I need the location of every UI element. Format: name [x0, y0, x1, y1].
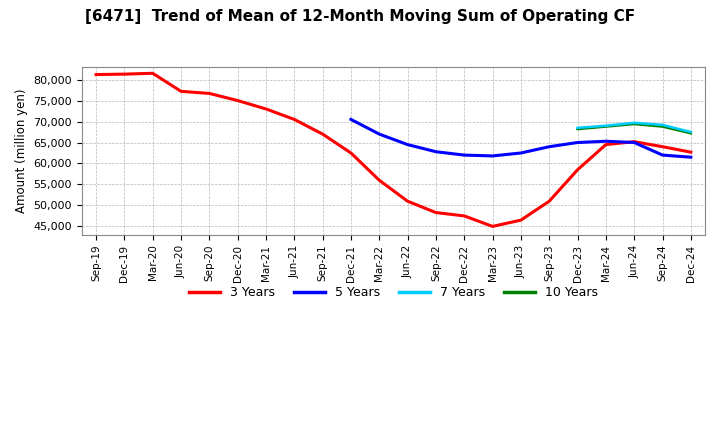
- 5 Years: [545, 144, 554, 149]
- 3 Years: [346, 150, 355, 156]
- 3 Years: [630, 139, 639, 144]
- Line: 5 Years: 5 Years: [351, 119, 690, 157]
- 5 Years: [403, 142, 412, 147]
- 5 Years: [375, 132, 384, 137]
- 5 Years: [488, 153, 497, 158]
- 10 Years: [573, 126, 582, 132]
- 3 Years: [403, 198, 412, 204]
- 5 Years: [630, 140, 639, 145]
- Text: [6471]  Trend of Mean of 12-Month Moving Sum of Operating CF: [6471] Trend of Mean of 12-Month Moving …: [85, 9, 635, 24]
- 10 Years: [686, 131, 695, 136]
- 3 Years: [545, 198, 554, 204]
- 3 Years: [318, 132, 327, 137]
- 5 Years: [516, 150, 525, 156]
- 7 Years: [686, 129, 695, 135]
- 3 Years: [431, 210, 440, 215]
- 3 Years: [120, 71, 129, 77]
- 3 Years: [290, 117, 299, 122]
- Y-axis label: Amount (million yen): Amount (million yen): [15, 88, 28, 213]
- Line: 10 Years: 10 Years: [577, 124, 690, 133]
- 5 Years: [658, 152, 667, 158]
- 5 Years: [601, 139, 610, 144]
- 3 Years: [375, 178, 384, 183]
- 3 Years: [233, 98, 242, 103]
- Line: 7 Years: 7 Years: [577, 123, 690, 132]
- 5 Years: [686, 154, 695, 160]
- 3 Years: [686, 150, 695, 155]
- 5 Years: [346, 117, 355, 122]
- 3 Years: [573, 167, 582, 172]
- 7 Years: [573, 125, 582, 131]
- Line: 3 Years: 3 Years: [96, 73, 690, 227]
- 3 Years: [91, 72, 100, 77]
- 3 Years: [488, 224, 497, 229]
- 5 Years: [460, 152, 469, 158]
- 5 Years: [431, 149, 440, 154]
- 3 Years: [601, 142, 610, 147]
- Legend: 3 Years, 5 Years, 7 Years, 10 Years: 3 Years, 5 Years, 7 Years, 10 Years: [184, 281, 603, 304]
- 3 Years: [176, 89, 185, 94]
- 3 Years: [261, 106, 270, 112]
- 3 Years: [205, 91, 214, 96]
- 10 Years: [601, 124, 610, 129]
- 3 Years: [658, 144, 667, 149]
- 3 Years: [516, 217, 525, 223]
- 7 Years: [601, 123, 610, 128]
- 10 Years: [630, 121, 639, 127]
- 3 Years: [460, 213, 469, 219]
- 7 Years: [658, 122, 667, 128]
- 7 Years: [630, 120, 639, 125]
- 5 Years: [573, 140, 582, 145]
- 10 Years: [658, 124, 667, 129]
- 3 Years: [148, 71, 157, 76]
